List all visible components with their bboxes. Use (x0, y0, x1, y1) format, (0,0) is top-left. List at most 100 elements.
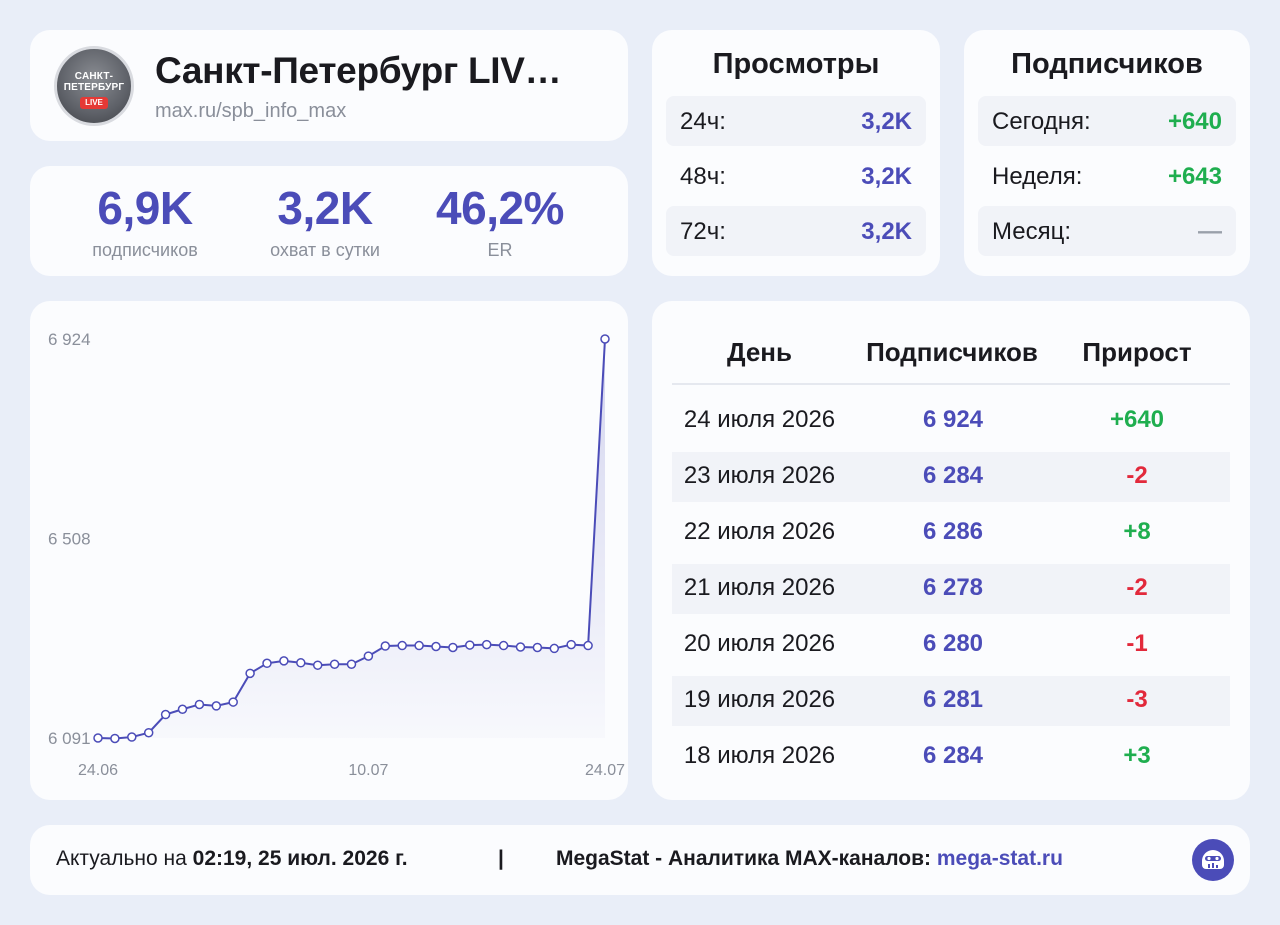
avatar-text: САНКТ- ПЕТЕРБУРГ (63, 71, 125, 93)
y-tick-label: 6 091 (48, 729, 91, 748)
chart-point[interactable] (127, 732, 137, 742)
subscribers-row-month: Месяц: — (978, 206, 1236, 256)
views-row-48h: 48ч: 3,2K (666, 151, 926, 201)
cell-day: 22 июля 2026 (683, 518, 836, 545)
x-tick-label: 24.06 (78, 762, 118, 779)
stat-label: ER (487, 240, 513, 260)
channel-link[interactable]: max.ru/spb_info_max (155, 100, 347, 122)
megastat-logo-icon[interactable] (1192, 839, 1234, 881)
subscribers-row-week: Неделя: +643 (978, 151, 1236, 201)
cell-subscribers: 6 280 (922, 630, 984, 657)
cell-subscribers: 6 284 (922, 742, 984, 769)
chart-point[interactable] (600, 334, 610, 344)
table-row: 21 июля 2026 6 278 -2 (672, 564, 1230, 614)
chart-point[interactable] (296, 658, 306, 668)
cell-subscribers: 6 284 (922, 462, 984, 489)
y-tick-label: 6 508 (48, 530, 91, 549)
stat-subscribers: 6,9K подписчиков (80, 182, 210, 261)
cell-growth: +8 (1123, 518, 1151, 545)
chart-point[interactable] (431, 641, 441, 652)
cell-growth: +3 (1123, 742, 1151, 769)
row-key: Неделя: (992, 163, 1083, 190)
stat-reach: 3,2K охват в сутки (250, 182, 400, 261)
stat-label: подписчиков (92, 240, 198, 260)
chart-point[interactable] (448, 642, 458, 653)
site-link[interactable]: mega-stat.ru (936, 847, 1063, 870)
chart-point[interactable] (143, 727, 154, 738)
header-subscribers: Подписчиков (866, 337, 1038, 367)
stat-label: охват в сутки (270, 240, 380, 260)
table-row: 20 июля 2026 6 280 -1 (672, 620, 1230, 670)
stat-er: 46,2% ER (425, 182, 575, 261)
channel-title[interactable]: Санкт-Петербург LIV… (155, 50, 562, 91)
avatar-live-badge: LIVE (80, 97, 108, 109)
channel-header: САНКТ- ПЕТЕРБУРГ LIVE Санкт-Петербург LIV… (30, 30, 628, 141)
cell-growth: -2 (1126, 574, 1148, 601)
chart-point[interactable] (93, 733, 103, 743)
actual-prefix: Актуально на (56, 847, 187, 870)
chart-point[interactable] (279, 656, 289, 666)
cell-growth: -1 (1126, 630, 1148, 657)
cell-day: 23 июля 2026 (683, 462, 836, 489)
row-value: 3,2K (861, 218, 912, 245)
chart-point[interactable] (160, 709, 171, 720)
y-tick-label: 6 924 (48, 330, 91, 349)
cell-day: 19 июля 2026 (683, 686, 836, 713)
row-value: +640 (1167, 108, 1222, 135)
chart-point[interactable] (549, 643, 560, 654)
actual-info: Актуально на 02:19, 25 июл. 2026 г. (56, 847, 408, 871)
summary-stats: 6,9K подписчиков 3,2K охват в сутки 46,2… (30, 166, 628, 276)
chart-point[interactable] (312, 660, 323, 670)
cell-day: 20 июля 2026 (683, 630, 836, 657)
header-divider (672, 383, 1230, 385)
chart-svg: 6 924 6 508 6 091 24.06 10.07 24.07 (48, 330, 625, 779)
table-row: 22 июля 2026 6 286 +8 (672, 508, 1230, 558)
x-tick-label: 24.07 (585, 762, 625, 779)
chart-point[interactable] (414, 640, 424, 651)
cell-subscribers: 6 278 (922, 574, 984, 601)
cell-growth: +640 (1109, 406, 1165, 433)
chart-point[interactable] (498, 640, 509, 651)
cell-subscribers: 6 286 (922, 518, 984, 545)
cell-growth: -2 (1126, 462, 1148, 489)
daily-table: День Подписчиков Прирост 24 июля 2026 6 9… (652, 301, 1250, 800)
cell-day: 24 июля 2026 (683, 406, 836, 433)
cell-day: 18 июля 2026 (683, 742, 836, 769)
cell-growth: -3 (1126, 686, 1148, 713)
row-key: 72ч: (680, 218, 726, 245)
chart-point[interactable] (397, 640, 407, 651)
subscribers-chart: 6 924 6 508 6 091 24.06 10.07 24.07 (30, 301, 628, 800)
chart-point[interactable] (532, 642, 543, 653)
row-key: 24ч: (680, 108, 726, 135)
chart-point[interactable] (177, 704, 188, 715)
chart-point[interactable] (363, 651, 374, 661)
chart-point[interactable] (465, 640, 475, 650)
chart-point[interactable] (262, 658, 272, 669)
chart-point[interactable] (566, 639, 576, 650)
chart-point[interactable] (211, 701, 222, 711)
x-tick-label: 10.07 (348, 762, 388, 779)
header-day: День (727, 337, 792, 367)
chart-point[interactable] (194, 699, 205, 710)
chart-point[interactable] (515, 642, 526, 652)
stat-value: 3,2K (277, 182, 373, 234)
views-title: Просмотры (712, 48, 880, 80)
channel-avatar[interactable]: САНКТ- ПЕТЕРБУРГ LIVE (54, 46, 134, 126)
chart-point[interactable] (228, 697, 238, 707)
subscribers-row-today: Сегодня: +640 (978, 96, 1236, 146)
brand-name: MegaStat - Аналитика MAX-каналов: (556, 847, 932, 870)
chart-point[interactable] (346, 659, 357, 669)
chart-point[interactable] (110, 733, 120, 744)
subscribers-title: Подписчиков (1011, 48, 1203, 80)
views-card: Просмотры 24ч: 3,2K 48ч: 3,2K 72ч: 3,2K (652, 30, 940, 276)
table-row: 23 июля 2026 6 284 -2 (672, 452, 1230, 502)
chart-point[interactable] (583, 640, 593, 651)
table-row: 24 июля 2026 6 924 +640 (672, 396, 1230, 446)
chart-point[interactable] (481, 639, 492, 650)
row-value: +643 (1167, 163, 1222, 190)
chart-point[interactable] (329, 659, 340, 669)
row-value: 3,2K (861, 163, 912, 190)
chart-point[interactable] (245, 668, 255, 679)
cell-day: 21 июля 2026 (683, 574, 836, 601)
chart-point[interactable] (380, 641, 391, 651)
